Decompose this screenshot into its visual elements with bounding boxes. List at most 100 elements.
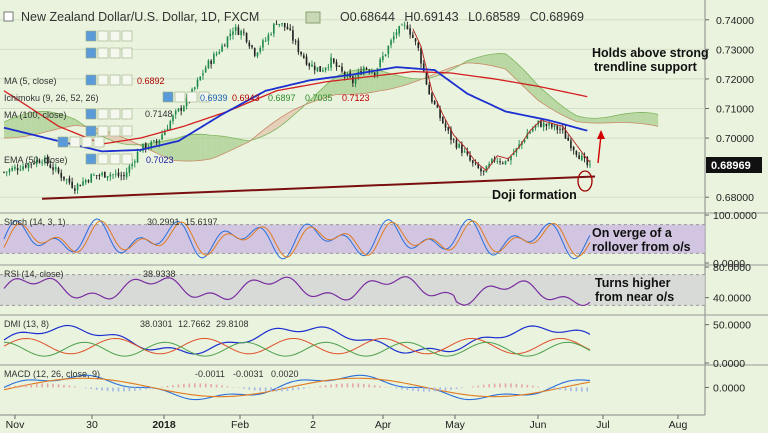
close-icon[interactable] <box>109 108 121 120</box>
x-tick-label: May <box>445 419 466 431</box>
candle-body <box>420 48 422 64</box>
close-icon[interactable] <box>109 74 121 86</box>
price-axis[interactable] <box>705 0 768 433</box>
cloud-segment <box>31 111 37 136</box>
more-icon[interactable] <box>121 30 133 42</box>
candle-body <box>496 161 499 163</box>
more-icon[interactable] <box>93 136 105 148</box>
candle-body <box>553 124 556 128</box>
candle-body <box>589 164 591 166</box>
candle-body <box>114 173 117 175</box>
candle-body <box>518 144 520 148</box>
settings-icon[interactable] <box>174 91 186 103</box>
close-icon[interactable] <box>109 125 121 137</box>
dmi-legend-value: 38.0301 <box>140 319 173 329</box>
close-icon[interactable] <box>109 47 121 59</box>
more-icon[interactable] <box>121 153 133 165</box>
candle-body <box>289 28 292 30</box>
candle-body <box>474 163 477 165</box>
cloud-segment <box>489 53 495 67</box>
cloud-segment <box>483 54 490 66</box>
close-icon[interactable] <box>109 153 121 165</box>
candle-body <box>136 151 139 163</box>
more-icon[interactable] <box>198 91 210 103</box>
candle-body <box>172 115 174 122</box>
candle-body <box>570 140 572 149</box>
more-icon[interactable] <box>121 47 133 59</box>
settings-icon[interactable] <box>97 74 109 86</box>
close-icon[interactable] <box>81 136 93 148</box>
candle-body <box>401 24 403 26</box>
close-icon[interactable] <box>186 91 198 103</box>
candle-body <box>142 143 144 151</box>
cloud-segment <box>587 117 593 123</box>
annotation-doji: Doji formation <box>492 188 577 202</box>
cloud-segment <box>380 70 386 91</box>
more-icon[interactable] <box>121 108 133 120</box>
eye-icon[interactable] <box>305 11 321 24</box>
eye-icon[interactable] <box>85 30 97 42</box>
candle-body <box>439 108 441 119</box>
candle-body <box>33 163 35 164</box>
adx-line <box>3 324 591 355</box>
legend-ichimoku-value-4: 0.7035 <box>305 93 333 103</box>
dmi-tick-label: 0.0000 <box>713 358 745 370</box>
candle-body <box>425 71 428 85</box>
candle-body <box>447 127 450 131</box>
eye-icon[interactable] <box>57 136 69 148</box>
cloud-segment <box>227 136 233 152</box>
legend-ema-label: EMA (50, close) <box>4 155 68 165</box>
settings-icon[interactable] <box>97 108 109 120</box>
candle-body <box>16 168 19 171</box>
eye-icon[interactable] <box>85 108 97 120</box>
candle-body <box>3 171 5 173</box>
eye-icon[interactable] <box>85 47 97 59</box>
collapse-icon[interactable] <box>3 11 14 22</box>
cloud-segment <box>401 76 408 87</box>
candle-body <box>431 93 433 102</box>
more-icon[interactable] <box>121 74 133 86</box>
macd-panel[interactable] <box>0 365 705 415</box>
eye-icon[interactable] <box>85 74 97 86</box>
cloud-segment <box>609 115 615 123</box>
settings-icon[interactable] <box>97 153 109 165</box>
settings-icon[interactable] <box>97 30 109 42</box>
svg-text:Turns higher from near o: Turns higher from near o/s <box>595 276 674 304</box>
chart-title: New Zealand Dollar/U.S. Dollar, 1D, FXCM <box>21 10 259 24</box>
stoch-legend-label: Stoch (14, 3, 1) <box>4 217 66 227</box>
candle-body <box>234 26 237 31</box>
cloud-segment <box>516 62 522 85</box>
candle-body <box>57 168 60 173</box>
candle-body <box>213 54 215 64</box>
more-icon[interactable] <box>121 125 133 137</box>
eye-icon[interactable] <box>85 125 97 137</box>
eye-icon[interactable] <box>162 91 174 103</box>
candle-body <box>581 155 583 161</box>
settings-icon[interactable] <box>97 125 109 137</box>
annotation-stoch: On verge of a <box>592 226 673 240</box>
candle-body <box>561 128 564 130</box>
candle-body <box>471 160 474 163</box>
settings-icon[interactable] <box>97 47 109 59</box>
candle-body <box>365 67 368 70</box>
candle-body <box>534 124 537 128</box>
cloud-segment <box>598 117 604 124</box>
eye-icon[interactable] <box>85 153 97 165</box>
svg-text:EMA (50, close) 0.7023: EMA (50, close) 0.7023 <box>4 155 174 165</box>
candle-body <box>330 57 332 68</box>
cloud-segment <box>58 113 64 129</box>
cloud-segment <box>314 90 321 102</box>
candle-body <box>583 155 586 159</box>
candle-body <box>302 55 305 58</box>
candle-body <box>311 64 313 67</box>
candle-body <box>245 32 248 42</box>
x-tick-label: 2 <box>310 419 316 431</box>
candle-body <box>163 130 166 136</box>
cloud-segment <box>500 53 506 70</box>
candle-body <box>14 166 16 169</box>
candle-body <box>155 140 158 143</box>
settings-icon[interactable] <box>69 136 81 148</box>
close-icon[interactable] <box>109 30 121 42</box>
candle-body <box>139 150 142 152</box>
